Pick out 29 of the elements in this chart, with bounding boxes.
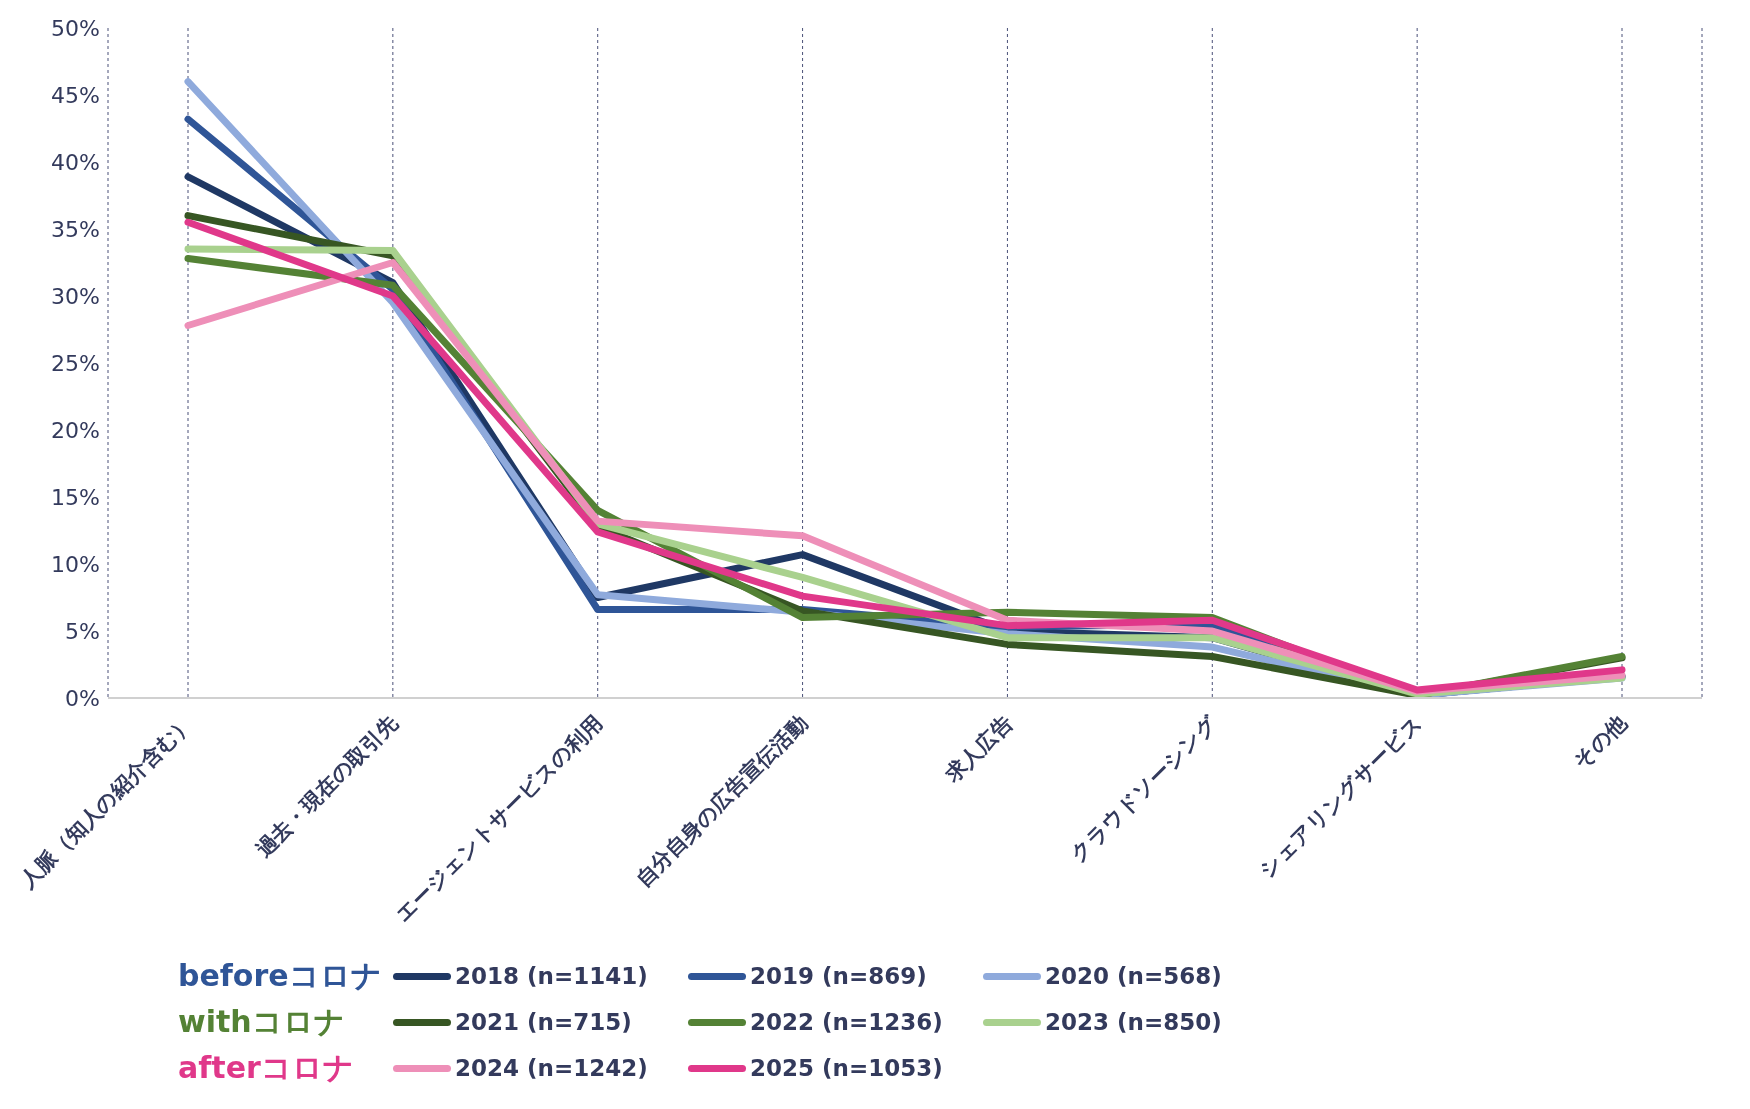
y-tick-label: 50%	[51, 15, 100, 41]
y-tick-label: 45%	[51, 82, 100, 108]
text: withコロナ	[178, 1002, 346, 1041]
legend-label: 2021 (n=715)	[455, 1009, 632, 1035]
y-tick-label: 35%	[51, 216, 100, 242]
x-tick-label: クラウドソーシング	[1065, 710, 1222, 867]
legend-label: 2023 (n=850)	[1045, 1009, 1222, 1035]
y-tick-label: 40%	[51, 149, 100, 175]
x-tick-label: 過去・現在の取引先	[251, 710, 403, 862]
legend-label: 2022 (n=1236)	[750, 1009, 943, 1035]
legend-label: 2019 (n=869)	[750, 963, 927, 989]
x-tick-label: シェアリングサービス	[1254, 710, 1427, 883]
x-tick-label: 自分自身の広告宣伝活動	[631, 710, 813, 892]
text: beforeコロナ	[178, 956, 383, 995]
legend-label: 2025 (n=1053)	[750, 1055, 943, 1081]
y-tick-label: 15%	[51, 484, 100, 510]
x-tick-label: 人脈（知人の紹介含む）	[15, 710, 198, 893]
y-tick-label: 5%	[65, 618, 100, 644]
y-tick-label: 0%	[65, 685, 100, 711]
y-tick-label: 10%	[51, 551, 100, 577]
text: afterコロナ	[178, 1048, 355, 1087]
legend-label: 2024 (n=1242)	[455, 1055, 648, 1081]
y-tick-label: 25%	[51, 350, 100, 376]
y-tick-label: 20%	[51, 417, 100, 443]
legend-label: 2018 (n=1141)	[455, 963, 648, 989]
y-tick-label: 30%	[51, 283, 100, 309]
legend-label: 2020 (n=568)	[1045, 963, 1222, 989]
x-tick-label: 求人広告	[939, 710, 1017, 788]
x-tick-label: その他	[1568, 709, 1633, 774]
